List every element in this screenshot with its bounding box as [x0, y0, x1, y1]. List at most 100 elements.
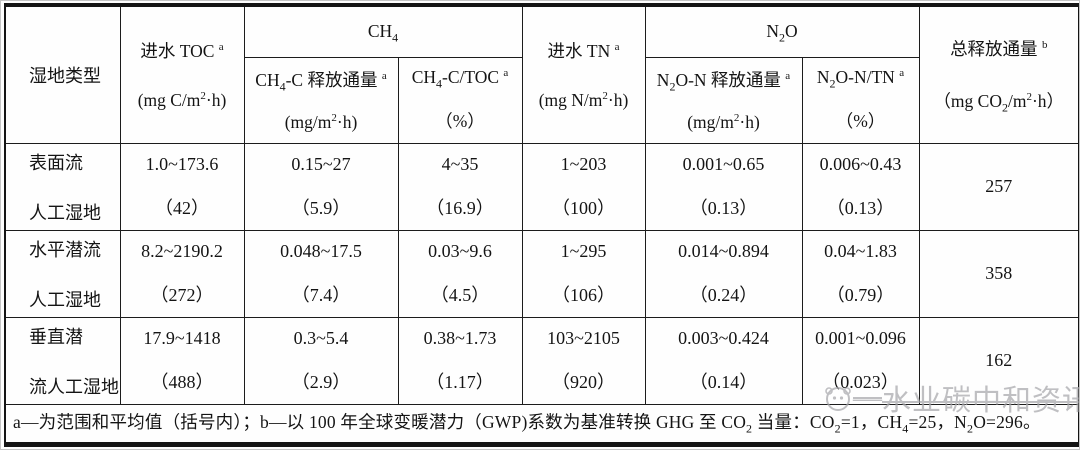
header-inflow-tn-title: 进水 TN a	[547, 41, 620, 62]
value-mean: （0.13）	[826, 197, 895, 218]
cell-ch4-flux: 0.3~5.4 （2.9）	[243, 316, 399, 405]
footnote-row: a—为范围和平均值（括号内）；b—以 100 年全球变暖潜力（GWP)系数为基准…	[4, 403, 1079, 445]
value-total: 162	[985, 350, 1013, 370]
value-range: 0.03~9.6	[428, 240, 492, 261]
value-mean: （4.5）	[430, 284, 490, 305]
cell-type-line1: 水平潜流	[29, 239, 101, 260]
header-ch4-ratio-title: CH4-C/TOC a	[411, 67, 509, 91]
header-wetland-type: 湿地类型	[4, 4, 121, 144]
cell-total: 358	[918, 229, 1079, 318]
cell-type-line2: 人工湿地	[29, 202, 101, 223]
value-total: 257	[985, 176, 1013, 196]
value-mean: （488）	[150, 371, 214, 392]
header-n2o-group: N2O	[644, 4, 920, 58]
cell-toc: 1.0~173.6 （42）	[119, 142, 245, 231]
cell-total: 162	[918, 316, 1079, 405]
cell-n2o-flux: 0.014~0.894 （0.24）	[644, 229, 803, 318]
table-footnote: a—为范围和平均值（括号内）；b—以 100 年全球变暖潜力（GWP)系数为基准…	[4, 403, 1079, 445]
value-mean: （0.14）	[689, 371, 758, 392]
cell-tn: 1~203 （100）	[521, 142, 646, 231]
header-ch4-group-label: CH4	[367, 21, 399, 45]
cell-tn: 103~2105 （920）	[521, 316, 646, 405]
cell-ch4-ratio: 4~35 （16.9）	[397, 142, 523, 231]
cell-ch4-flux: 0.048~17.5 （7.4）	[243, 229, 399, 318]
cell-total: 257	[918, 142, 1079, 231]
cell-n2o-flux: 0.003~0.424 （0.14）	[644, 316, 803, 405]
header-inflow-toc-unit: (mg C/m2·h)	[137, 90, 227, 111]
value-mean: （920）	[552, 371, 615, 392]
value-range: 0.014~0.894	[678, 240, 769, 261]
header-ch4-flux-unit: (mg/m2·h)	[284, 112, 358, 132]
header-ch4-flux: CH4-C 释放通量 a (mg/m2·h)	[243, 56, 399, 144]
header-total-flux-unit: （mg CO2/m2·h）	[933, 91, 1065, 115]
cell-type-line1: 表面流	[29, 152, 83, 173]
header-inflow-toc-title: 进水 TOC a	[140, 41, 224, 62]
header-total-flux-title: 总释放通量 b	[950, 39, 1048, 60]
value-mean: （0.023）	[822, 371, 899, 392]
header-n2o-ratio-unit: （%）	[835, 111, 886, 131]
value-mean: （0.13）	[689, 197, 758, 218]
value-mean: （7.4）	[291, 284, 351, 305]
value-range: 0.003~0.424	[678, 327, 769, 348]
header-inflow-toc: 进水 TOC a (mg C/m2·h)	[119, 4, 245, 144]
cell-type: 垂直潜 流人工湿地	[4, 316, 121, 405]
header-ch4-flux-title: CH4-C 释放通量 a	[255, 70, 387, 94]
value-mean: （2.9）	[291, 371, 351, 392]
value-mean: （16.9）	[426, 197, 494, 218]
header-ch4-ratio-unit: （%）	[435, 111, 485, 131]
value-mean: （106）	[552, 284, 615, 305]
value-range: 0.048~17.5	[280, 240, 362, 261]
value-mean: （42）	[155, 197, 209, 218]
header-n2o-group-label: N2O	[766, 21, 798, 45]
cell-toc: 17.9~1418 （488）	[119, 316, 245, 405]
header-row-group: 湿地类型 进水 TOC a (mg C/m2·h) CH4 进水 TN a (m…	[4, 4, 1079, 144]
cell-ch4-ratio: 0.03~9.6 （4.5）	[397, 229, 523, 318]
wetland-emissions-table: 湿地类型 进水 TOC a (mg C/m2·h) CH4 进水 TN a (m…	[4, 3, 1079, 447]
value-range: 4~35	[441, 153, 479, 174]
cell-n2o-ratio: 0.001~0.096 （0.023）	[801, 316, 920, 405]
header-ch4-group: CH4	[243, 4, 523, 58]
value-mean: （0.24）	[689, 284, 758, 305]
header-inflow-tn: 进水 TN a (mg N/m2·h)	[521, 4, 646, 144]
cell-n2o-flux: 0.001~0.65 （0.13）	[644, 142, 803, 231]
cell-n2o-ratio: 0.04~1.83 （0.79）	[801, 229, 920, 318]
value-range: 0.38~1.73	[423, 327, 497, 348]
header-n2o-ratio: N2O-N/TN a （%）	[801, 56, 920, 144]
value-range: 0.001~0.65	[682, 153, 765, 174]
value-mean: （1.17）	[426, 371, 494, 392]
value-range: 8.2~2190.2	[141, 240, 223, 261]
value-mean: （272）	[150, 284, 214, 305]
header-inflow-tn-unit: (mg N/m2·h)	[538, 90, 629, 111]
value-range: 1~203	[560, 153, 607, 174]
header-n2o-flux: N2O-N 释放通量 a (mg/m2·h)	[644, 56, 803, 144]
cell-n2o-ratio: 0.006~0.43 （0.13）	[801, 142, 920, 231]
cell-type-line2: 人工湿地	[29, 289, 101, 310]
value-range: 0.04~1.83	[824, 240, 897, 261]
cell-type: 水平潜流 人工湿地	[4, 229, 121, 318]
header-wetland-type-label: 湿地类型	[29, 65, 101, 86]
header-n2o-ratio-title: N2O-N/TN a	[816, 67, 905, 91]
value-mean: （0.79）	[826, 284, 895, 305]
header-ch4-ratio: CH4-C/TOC a （%）	[397, 56, 523, 144]
cell-ch4-flux: 0.15~27 （5.9）	[243, 142, 399, 231]
value-range: 0.006~0.43	[819, 153, 902, 174]
table-row-horizontal-subsurface: 水平潜流 人工湿地 8.2~2190.2 （272） 0.048~17.5 （7…	[4, 229, 1079, 318]
cell-toc: 8.2~2190.2 （272）	[119, 229, 245, 318]
value-mean: （5.9）	[291, 197, 351, 218]
value-range: 103~2105	[547, 327, 620, 348]
value-range: 1.0~173.6	[145, 153, 219, 174]
value-range: 0.3~5.4	[293, 327, 349, 348]
cell-type-line2: 流人工湿地	[29, 376, 119, 397]
table-row-surface-flow: 表面流 人工湿地 1.0~173.6 （42） 0.15~27 （5.9） 4~…	[4, 142, 1079, 231]
header-total-flux: 总释放通量 b （mg CO2/m2·h）	[918, 4, 1079, 144]
value-total: 358	[985, 263, 1013, 283]
table-row-vertical-subsurface: 垂直潜 流人工湿地 17.9~1418 （488） 0.3~5.4 （2.9） …	[4, 316, 1079, 405]
cell-tn: 1~295 （106）	[521, 229, 646, 318]
value-mean: （100）	[552, 197, 615, 218]
value-range: 1~295	[560, 240, 607, 261]
cell-type-line1: 垂直潜	[29, 326, 83, 347]
value-range: 0.001~0.096	[815, 327, 906, 348]
header-n2o-flux-unit: (mg/m2·h)	[687, 112, 760, 132]
value-range: 0.15~27	[291, 153, 351, 174]
